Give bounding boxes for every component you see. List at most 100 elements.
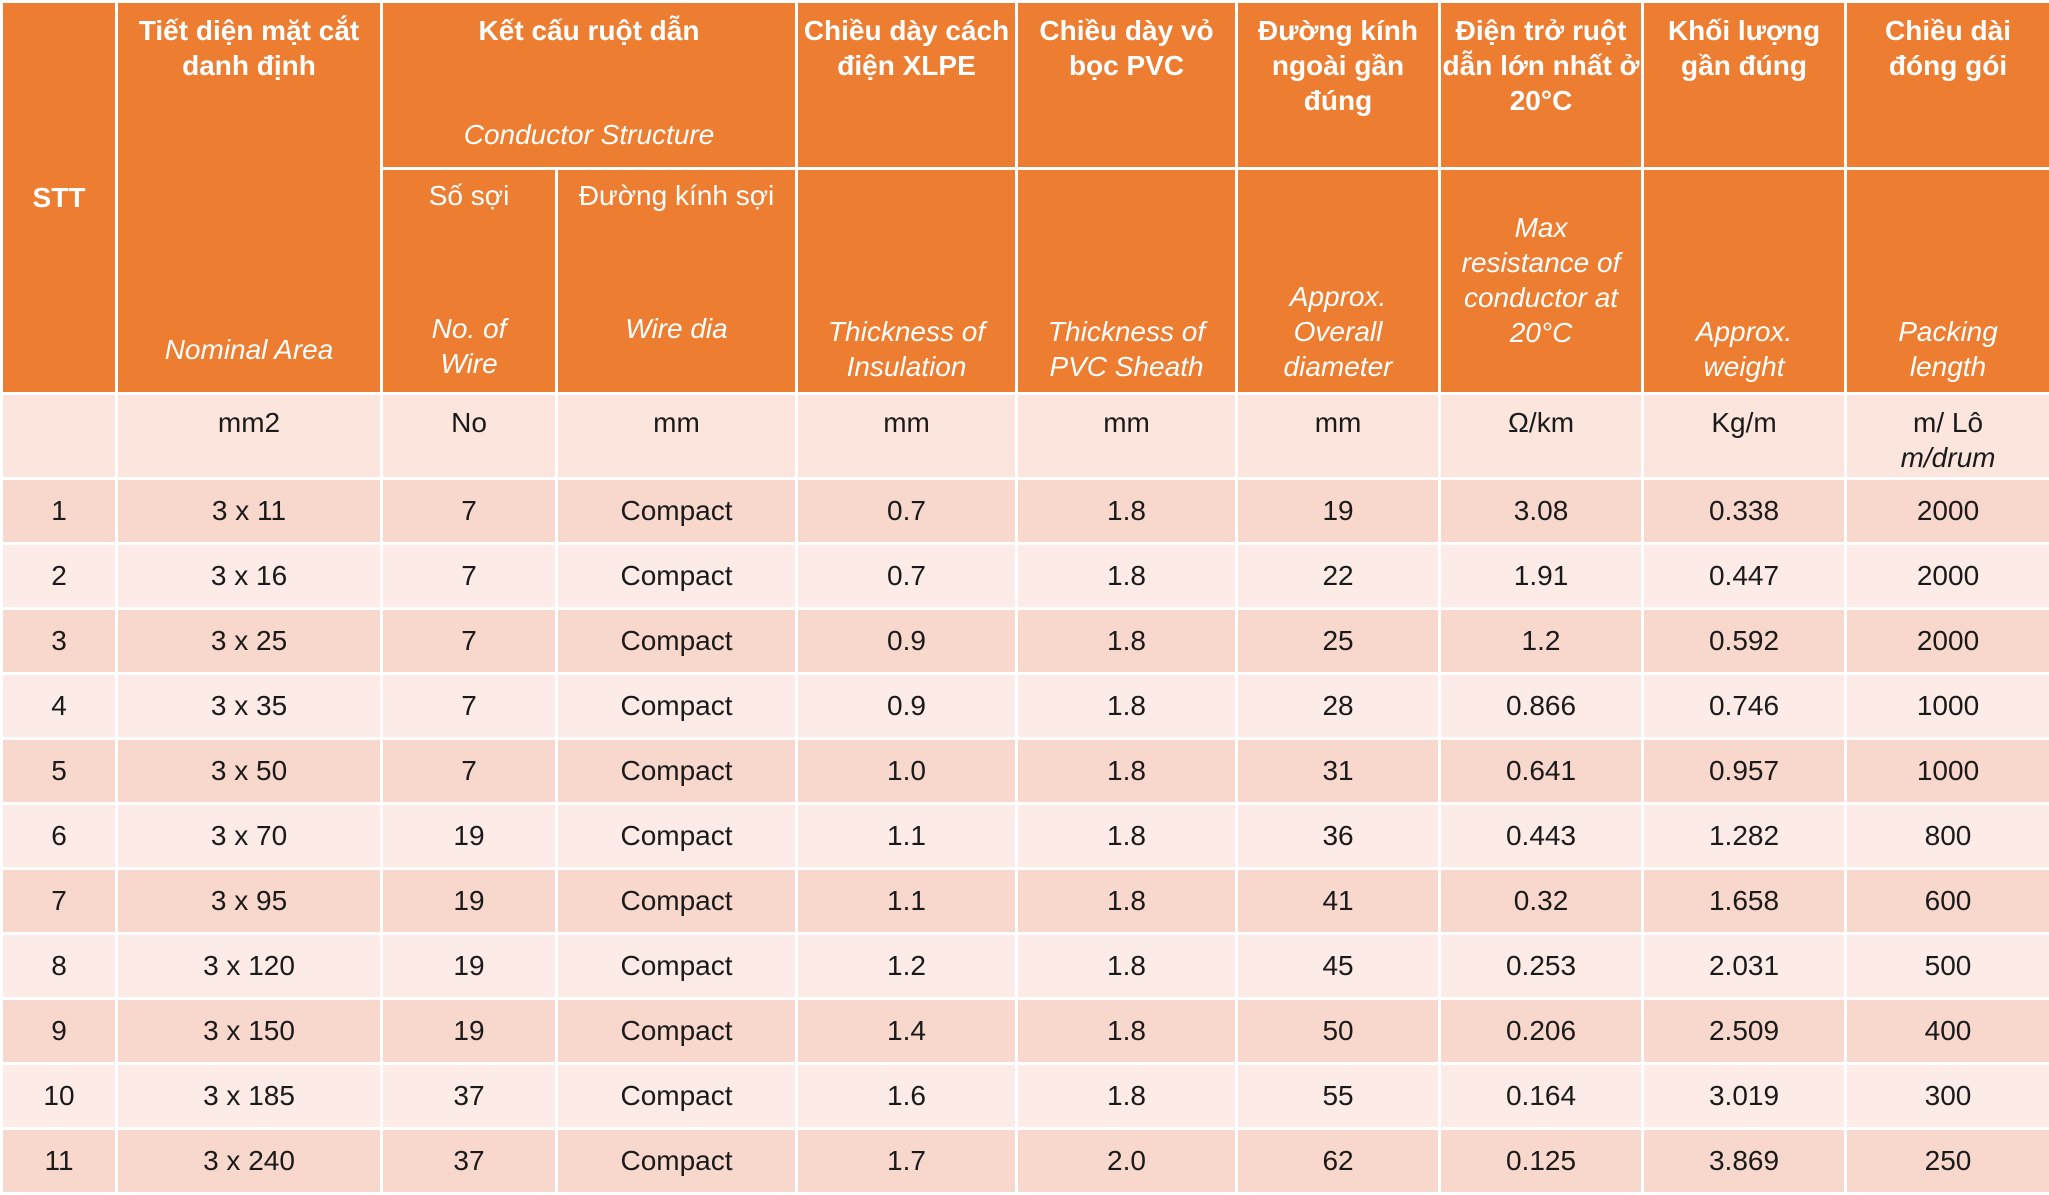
cell-weight: 1.282 [1643,804,1846,869]
unit-num-wire: No [382,394,557,479]
header-packing-en: Packing length [1847,314,2049,384]
cell-resistance: 0.206 [1440,999,1643,1064]
cell-insulation: 1.1 [797,869,1017,934]
header-weight-vn: Khối lượng gần đúng [1644,13,1844,83]
header-nominal-area: Tiết diện mặt cắt danh định Nominal Area [117,2,382,394]
cell-sheath: 1.8 [1017,804,1237,869]
unit-weight: Kg/m [1643,394,1846,479]
cell-diameter: 19 [1237,479,1440,544]
cell-area: 3 x 70 [117,804,382,869]
cell-resistance: 0.253 [1440,934,1643,999]
cell-sheath: 1.8 [1017,869,1237,934]
cell-packing: 1000 [1846,674,2049,739]
cell-packing: 300 [1846,1064,2049,1129]
header-conductor-structure: Kết cấu ruột dẫn Conductor Structure [382,2,797,169]
header-wire-dia-en: Wire dia [558,311,795,346]
units-row: mm2 No mm mm mm mm Ω/km Kg/m m/ Lô m/dru… [2,394,2049,479]
header-sheath-en: Thickness of PVC Sheath [1018,314,1235,384]
cell-num-wire: 7 [382,609,557,674]
cell-area: 3 x 240 [117,1129,382,1194]
header-insulation-vn-cell: Chiều dày cách điện XLPE [797,2,1017,169]
cell-resistance: 0.125 [1440,1129,1643,1194]
cell-diameter: 50 [1237,999,1440,1064]
cell-wire-dia: Compact [557,674,797,739]
cell-insulation: 0.7 [797,479,1017,544]
cell-stt: 8 [2,934,117,999]
cell-diameter: 41 [1237,869,1440,934]
header-resistance-en-cell: Max resistance of conductor at 20°C [1440,169,1643,394]
cell-num-wire: 7 [382,479,557,544]
header-num-wire-vn: Số sợi [383,178,555,213]
header-packing-vn: Chiều dài đóng gói [1847,13,2049,83]
cell-sheath: 2.0 [1017,1129,1237,1194]
cell-packing: 400 [1846,999,2049,1064]
cell-stt: 11 [2,1129,117,1194]
cell-wire-dia: Compact [557,479,797,544]
cell-wire-dia: Compact [557,609,797,674]
cell-weight: 2.031 [1643,934,1846,999]
header-weight-vn-cell: Khối lượng gần đúng [1643,2,1846,169]
cell-packing: 250 [1846,1129,2049,1194]
cell-area: 3 x 185 [117,1064,382,1129]
header-stt: STT [2,2,117,394]
cell-sheath: 1.8 [1017,479,1237,544]
header-conductor-vn: Kết cấu ruột dẫn [383,13,795,48]
cell-num-wire: 7 [382,544,557,609]
header-weight-en-cell: Approx. weight [1643,169,1846,394]
cell-area: 3 x 11 [117,479,382,544]
header-sheath-vn: Chiều dày vỏ bọc PVC [1018,13,1235,83]
cell-num-wire: 7 [382,739,557,804]
header-packing-vn-cell: Chiều dài đóng gói [1846,2,2049,169]
cell-packing: 2000 [1846,609,2049,674]
cell-weight: 3.019 [1643,1064,1846,1129]
header-sheath-vn-cell: Chiều dày vỏ bọc PVC [1017,2,1237,169]
header-diameter-vn: Đường kính ngoài gần đúng [1238,13,1438,118]
cell-area: 3 x 120 [117,934,382,999]
cell-stt: 10 [2,1064,117,1129]
header-wire-dia: Đường kính sợi Wire dia [557,169,797,394]
cell-sheath: 1.8 [1017,609,1237,674]
cell-weight: 0.746 [1643,674,1846,739]
cell-diameter: 62 [1237,1129,1440,1194]
cell-area: 3 x 50 [117,739,382,804]
cell-packing: 600 [1846,869,2049,934]
cell-wire-dia: Compact [557,1064,797,1129]
cell-sheath: 1.8 [1017,1064,1237,1129]
header-wire-dia-vn: Đường kính sợi [558,178,795,213]
header-insulation-en: Thickness of Insulation [798,314,1015,384]
cell-wire-dia: Compact [557,869,797,934]
cell-resistance: 3.08 [1440,479,1643,544]
cell-insulation: 1.2 [797,934,1017,999]
header-diameter-en-cell: Approx. Overall diameter [1237,169,1440,394]
cell-area: 3 x 150 [117,999,382,1064]
cell-area: 3 x 35 [117,674,382,739]
cell-stt: 6 [2,804,117,869]
header-packing-en-cell: Packing length [1846,169,2049,394]
cell-num-wire: 19 [382,934,557,999]
cell-diameter: 25 [1237,609,1440,674]
header-diameter-en: Approx. Overall diameter [1238,279,1438,384]
cell-area: 3 x 95 [117,869,382,934]
cell-insulation: 1.6 [797,1064,1017,1129]
cell-wire-dia: Compact [557,934,797,999]
header-num-wire: Số sợi No. of Wire [382,169,557,394]
unit-insulation: mm [797,394,1017,479]
cell-num-wire: 37 [382,1064,557,1129]
cell-stt: 9 [2,999,117,1064]
cell-weight: 2.509 [1643,999,1846,1064]
cell-packing: 2000 [1846,479,2049,544]
unit-sheath: mm [1017,394,1237,479]
cell-stt: 5 [2,739,117,804]
cell-num-wire: 19 [382,804,557,869]
cell-diameter: 45 [1237,934,1440,999]
unit-wire-dia: mm [557,394,797,479]
cell-insulation: 0.7 [797,544,1017,609]
unit-area: mm2 [117,394,382,479]
cell-stt: 2 [2,544,117,609]
cell-weight: 3.869 [1643,1129,1846,1194]
